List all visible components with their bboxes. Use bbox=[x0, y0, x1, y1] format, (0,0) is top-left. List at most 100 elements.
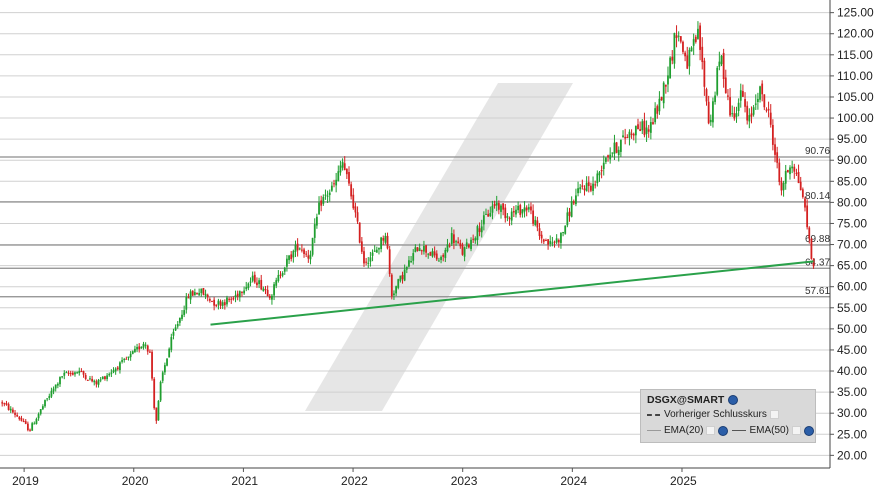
symbol-label: DSGX@SMART bbox=[647, 394, 725, 406]
candle-body bbox=[746, 105, 749, 121]
candle-body bbox=[756, 98, 759, 103]
candle-body bbox=[521, 209, 524, 214]
candle-body bbox=[279, 274, 282, 276]
candle-body bbox=[48, 396, 51, 398]
candle-body bbox=[142, 343, 145, 348]
candle-body bbox=[506, 216, 509, 218]
candle-body bbox=[341, 161, 344, 168]
candle-body bbox=[722, 52, 725, 80]
globe-icon[interactable] bbox=[718, 425, 729, 436]
y-tick-label: 50.00 bbox=[837, 322, 867, 336]
candle-body bbox=[712, 101, 714, 123]
candle-body bbox=[482, 215, 485, 225]
candle-body bbox=[669, 57, 672, 79]
y-tick-label: 35.00 bbox=[837, 385, 867, 399]
candle-body bbox=[799, 181, 802, 190]
candle-body bbox=[215, 304, 218, 307]
candle-body bbox=[446, 244, 449, 252]
candle-body bbox=[553, 241, 556, 243]
candle-body bbox=[414, 247, 417, 253]
candle-body bbox=[223, 302, 226, 306]
toggle-square-icon[interactable] bbox=[791, 426, 801, 435]
candle-body bbox=[568, 211, 571, 216]
candle-body bbox=[390, 274, 393, 297]
candle-body bbox=[448, 245, 451, 247]
candle-body bbox=[196, 292, 198, 294]
toggle-square-icon[interactable] bbox=[706, 426, 716, 435]
candle-body bbox=[525, 207, 528, 211]
candle-body bbox=[363, 251, 365, 264]
candle-body bbox=[729, 97, 731, 116]
candle-body bbox=[181, 314, 183, 319]
toggle-square-icon[interactable] bbox=[769, 410, 779, 419]
candle-body bbox=[399, 275, 402, 281]
candle-body bbox=[549, 241, 552, 244]
candle-body bbox=[311, 237, 314, 255]
candle-body bbox=[333, 183, 335, 185]
candle-body bbox=[232, 298, 235, 300]
candle-body bbox=[538, 228, 541, 236]
candle-body bbox=[727, 95, 729, 97]
candle-body bbox=[149, 351, 151, 353]
candle-body bbox=[65, 372, 68, 374]
candle-body bbox=[767, 108, 770, 111]
y-tick-label: 125.00 bbox=[837, 6, 874, 20]
candle-body bbox=[213, 299, 216, 306]
candle-body bbox=[634, 126, 637, 136]
candle-body bbox=[191, 290, 194, 296]
y-tick-label: 65.00 bbox=[837, 259, 867, 273]
trendline bbox=[210, 260, 814, 326]
candle-body bbox=[155, 407, 158, 421]
candle-body bbox=[476, 226, 479, 240]
candle-body bbox=[594, 184, 597, 186]
candle-body bbox=[24, 421, 27, 424]
candle-body bbox=[637, 124, 639, 130]
candle-body bbox=[797, 171, 800, 184]
globe-icon[interactable] bbox=[728, 395, 739, 405]
candle-body bbox=[677, 35, 680, 37]
candle-body bbox=[262, 288, 265, 292]
candle-body bbox=[294, 244, 297, 252]
candle-body bbox=[474, 238, 477, 241]
globe-icon[interactable] bbox=[803, 425, 814, 436]
candle-body bbox=[765, 109, 768, 111]
candle-body bbox=[418, 248, 421, 252]
candle-body bbox=[140, 346, 143, 349]
candle-body bbox=[463, 247, 466, 257]
candle-body bbox=[125, 358, 128, 360]
candle-body bbox=[326, 195, 329, 197]
level-label: 64.37 bbox=[805, 257, 830, 268]
candle-body bbox=[86, 379, 89, 381]
candle-body bbox=[290, 254, 293, 260]
candle-body bbox=[99, 379, 102, 381]
candle-body bbox=[1, 402, 4, 404]
candle-body bbox=[530, 206, 532, 211]
candle-body bbox=[307, 255, 310, 259]
candle-body bbox=[238, 291, 241, 298]
candle-body bbox=[59, 377, 61, 385]
candle-body bbox=[365, 261, 368, 263]
candle-body bbox=[80, 370, 83, 372]
candle-body bbox=[217, 300, 220, 305]
candle-body bbox=[467, 244, 470, 248]
candle-body bbox=[742, 91, 744, 97]
candle-body bbox=[656, 106, 659, 114]
candle-body bbox=[570, 201, 573, 217]
candle-body bbox=[596, 173, 599, 184]
y-tick-label: 30.00 bbox=[837, 406, 867, 420]
candle-body bbox=[495, 202, 498, 206]
candle-body bbox=[174, 327, 177, 331]
candle-body bbox=[283, 267, 286, 272]
candle-body bbox=[138, 346, 141, 350]
candle-body bbox=[470, 239, 472, 250]
candle-body bbox=[348, 172, 350, 184]
candle-body bbox=[688, 49, 691, 67]
candle-body bbox=[245, 287, 248, 290]
candle-body bbox=[401, 274, 404, 280]
x-tick-label: 2021 bbox=[231, 474, 258, 488]
x-tick-label: 2019 bbox=[12, 474, 39, 488]
candle-body bbox=[575, 195, 577, 205]
candle-body bbox=[78, 371, 81, 374]
candle-body bbox=[330, 185, 333, 191]
candle-body bbox=[260, 279, 263, 290]
